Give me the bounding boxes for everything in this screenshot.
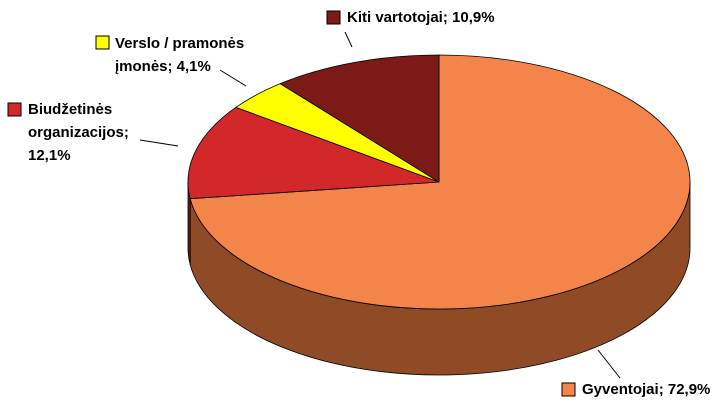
slice [279,54,440,183]
slice-label: Biudžetinės [28,101,112,118]
slice [189,54,691,310]
slice-label: įmonės; 4,1% [115,58,211,75]
legend-swatch [95,35,110,50]
slice-label: Kiti vartotojai; 10,9% [347,9,495,26]
slice [187,106,440,200]
leader-line [219,69,247,87]
legend-swatch [326,10,341,25]
slice-label: Verslo / pramonės [115,35,244,52]
leader-line [597,349,621,379]
slice-label: organizacijos; [28,124,129,141]
slice-label: Gyventojai; 72,9% [582,381,710,398]
legend-swatch [561,382,576,397]
leader-line [139,139,179,147]
slice-label: 12,1% [28,147,71,164]
leader-line [344,31,353,48]
legend-swatch [7,102,22,117]
